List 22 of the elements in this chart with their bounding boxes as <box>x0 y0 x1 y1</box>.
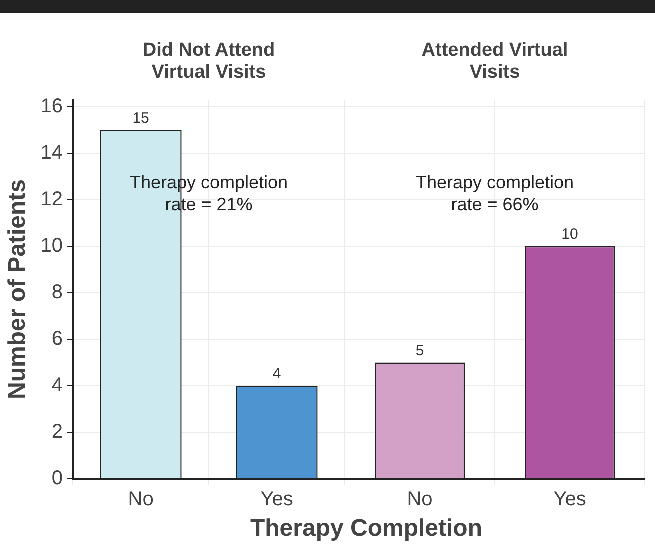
y-tick-label: 8 <box>52 282 64 304</box>
y-tick-label: 10 <box>40 235 64 257</box>
data-label: 15 <box>132 110 150 127</box>
y-tick-label: 6 <box>52 328 64 350</box>
annotation: Therapy completion rate = 66% <box>416 172 574 215</box>
x-tick-label: No <box>128 488 154 511</box>
y-tick-label: 4 <box>52 374 64 397</box>
y-tick-label: 0 <box>52 468 64 490</box>
y-tick-label: 16 <box>40 95 64 118</box>
data-label: 10 <box>562 226 578 244</box>
x-axis-title: Therapy Completion <box>249 515 484 543</box>
data-label: 5 <box>416 342 424 360</box>
x-tick-label: Yes <box>554 488 586 511</box>
y-tick-label: 2 <box>52 421 64 444</box>
x-tick-label: Yes <box>260 488 294 511</box>
data-label: 4 <box>272 366 282 383</box>
x-tick-label: No <box>407 488 433 511</box>
y-axis-title: Number of Patients <box>4 179 32 400</box>
chart-title: Attended Virtual Visits <box>420 40 570 84</box>
y-tick-label: 12 <box>40 188 64 210</box>
chart-title: Did Not Attend Virtual Visits <box>142 40 276 84</box>
y-tick-label: 14 <box>40 142 64 164</box>
